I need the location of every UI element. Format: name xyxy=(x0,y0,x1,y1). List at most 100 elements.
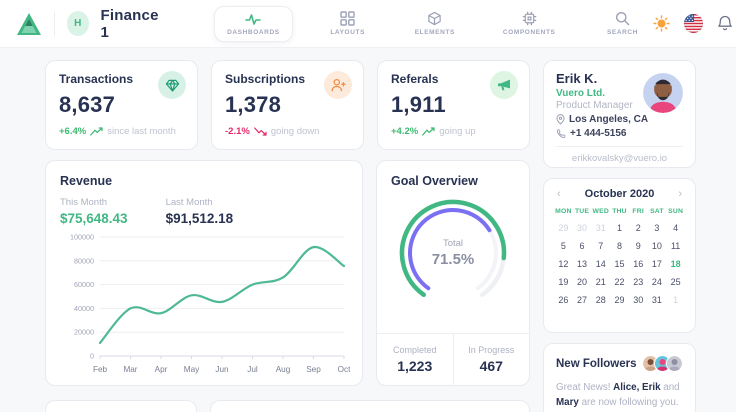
follower-avatars xyxy=(642,355,683,372)
goal-overview-card: Goal Overview Total 71.5% Completed 1,22… xyxy=(376,160,530,386)
partial-card xyxy=(45,400,197,412)
calendar-day[interactable]: 4 xyxy=(673,223,679,233)
calendar-weekday: WED xyxy=(592,208,610,215)
nav-item-search[interactable]: SEARCH xyxy=(591,6,653,41)
stat-delta: +6.4% xyxy=(59,126,87,137)
divider xyxy=(54,11,55,36)
follower-name: Alice, Erik xyxy=(613,382,661,393)
goal-in-progress: In Progress 467 xyxy=(452,334,530,385)
calendar-day-today[interactable]: 18 xyxy=(670,259,681,269)
calendar-day[interactable]: 21 xyxy=(595,277,606,287)
svg-text:Apr: Apr xyxy=(155,365,168,374)
calendar-day[interactable]: 15 xyxy=(614,259,625,269)
svg-text:Mar: Mar xyxy=(123,365,137,374)
stats-row: Transactions 8,637 +6.4% since last mont… xyxy=(45,60,530,150)
theme-toggle-sun-icon[interactable] xyxy=(653,15,671,32)
calendar-day[interactable]: 6 xyxy=(579,241,585,251)
followers-title: New Followers xyxy=(556,357,637,370)
calendar-day[interactable]: 28 xyxy=(595,295,606,305)
calendar-weekday: THU xyxy=(612,208,627,215)
nav-item-label: SEARCH xyxy=(606,29,639,36)
page-title: Finance 1 xyxy=(100,6,159,41)
calendar-day[interactable]: 14 xyxy=(595,259,606,269)
new-followers-card: New Followers Great News! Alice, Erik an… xyxy=(543,343,696,412)
revenue-this-month-label: This Month xyxy=(60,197,107,208)
calendar-day[interactable]: 3 xyxy=(654,223,660,233)
trending-up-icon xyxy=(422,127,435,136)
calendar-day[interactable]: 8 xyxy=(616,241,622,251)
svg-text:60000: 60000 xyxy=(74,280,94,289)
calendar-day[interactable]: 17 xyxy=(651,259,662,269)
workspace-badge[interactable]: H xyxy=(66,11,89,36)
calendar-day[interactable]: 9 xyxy=(635,241,641,251)
nav-item-label: ELEMENTS xyxy=(414,29,455,36)
calendar-weekday: TUE xyxy=(574,208,590,215)
profile-card: Erik K. Vuero Ltd. Product Manager Los A… xyxy=(543,60,696,168)
goal-title: Goal Overview xyxy=(391,174,478,188)
follower-avatar[interactable] xyxy=(666,355,683,372)
stat-delta: +4.2% xyxy=(391,126,419,137)
calendar-day[interactable]: 31 xyxy=(651,295,662,305)
message-text: Great News! xyxy=(556,382,614,393)
calendar-day[interactable]: 20 xyxy=(577,277,588,287)
stat-value: 8,637 xyxy=(59,92,116,117)
cpu-icon xyxy=(522,11,537,26)
calendar-next-icon[interactable]: › xyxy=(678,188,682,200)
calendar-day[interactable]: 25 xyxy=(670,277,681,287)
calendar-day[interactable]: 30 xyxy=(633,295,644,305)
nav-item-components[interactable]: COMPONENTS xyxy=(491,6,568,41)
calendar-weekday: SAT xyxy=(650,208,664,215)
stat-card-subscriptions: Subscriptions 1,378 -2.1% going down xyxy=(211,60,364,150)
nav-item-label: DASHBOARDS xyxy=(227,28,280,36)
nav-item-dashboards[interactable]: DASHBOARDS xyxy=(214,5,293,42)
goal-gauge: Total 71.5% xyxy=(393,194,513,312)
calendar-day[interactable]: 7 xyxy=(598,241,604,251)
stat-card-referals: Referals 1,911 +4.2% going up xyxy=(377,60,530,150)
app-logo-icon[interactable] xyxy=(16,12,42,36)
revenue-this-month: This Month $75,648.43 xyxy=(60,197,128,226)
calendar-day[interactable]: 31 xyxy=(595,223,606,233)
profile-location: Los Angeles, CA xyxy=(569,114,649,125)
message-text: and xyxy=(660,382,680,393)
calendar-day[interactable]: 12 xyxy=(558,259,569,269)
svg-text:40000: 40000 xyxy=(74,304,94,313)
stat-title: Referals xyxy=(391,72,439,86)
goal-in-progress-label: In Progress xyxy=(468,345,515,355)
calendar-day[interactable]: 24 xyxy=(651,277,662,287)
calendar-day[interactable]: 23 xyxy=(633,277,644,287)
nav-item-elements[interactable]: ELEMENTS xyxy=(403,6,467,41)
gauge-center-label: Total xyxy=(442,238,464,249)
calendar-day[interactable]: 1 xyxy=(673,295,679,305)
notifications-bell-icon[interactable] xyxy=(717,15,733,32)
calendar-day[interactable]: 29 xyxy=(558,223,569,233)
calendar-day[interactable]: 22 xyxy=(614,277,625,287)
calendar-day[interactable]: 11 xyxy=(670,241,681,251)
activity-icon xyxy=(245,12,262,26)
calendar-day[interactable]: 30 xyxy=(577,223,588,233)
search-icon xyxy=(615,11,630,26)
calendar-card: ‹ October 2020 › MON TUE WED THU FRI SAT SUN 29… xyxy=(543,178,696,333)
calendar-day[interactable]: 27 xyxy=(577,295,588,305)
svg-text:Jul: Jul xyxy=(247,365,258,374)
nav-item-layouts[interactable]: LAYOUTS xyxy=(317,6,379,41)
calendar-day[interactable]: 10 xyxy=(651,241,662,251)
goal-completed: Completed 1,223 xyxy=(377,334,453,385)
profile-email[interactable]: erikkovalsky@vuero.io xyxy=(556,146,683,164)
language-us-flag-icon[interactable] xyxy=(684,14,704,33)
nav-item-label: COMPONENTS xyxy=(502,29,556,36)
calendar-day[interactable]: 13 xyxy=(577,259,588,269)
stat-value: 1,378 xyxy=(225,92,282,117)
calendar-day[interactable]: 19 xyxy=(558,277,569,287)
calendar-day[interactable]: 29 xyxy=(614,295,625,305)
calendar-day[interactable]: 1 xyxy=(616,223,622,233)
calendar-day[interactable]: 2 xyxy=(635,223,641,233)
profile-phone[interactable]: +1 444-5156 xyxy=(570,128,627,139)
calendar-day[interactable]: 5 xyxy=(560,241,566,251)
message-text: are now following you. Take some time to… xyxy=(581,397,679,409)
calendar-day[interactable]: 16 xyxy=(633,259,644,269)
calendar-prev-icon[interactable]: ‹ xyxy=(557,188,561,200)
calendar-weekday: MON xyxy=(555,208,572,215)
profile-company[interactable]: Vuero Ltd. xyxy=(556,88,606,99)
stat-value: 1,911 xyxy=(391,92,446,117)
calendar-day[interactable]: 26 xyxy=(558,295,569,305)
